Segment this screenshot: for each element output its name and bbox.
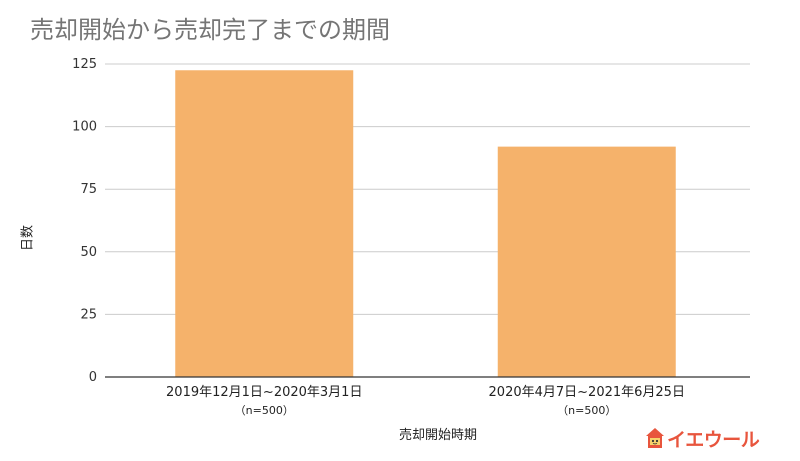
y-tick-label: 0 [89,370,97,385]
bar [497,146,676,377]
x-tick-labels: 2019年12月1日~2020年3月1日 （n=500） 2020年4月7日~202… [166,385,685,417]
bars [175,70,676,377]
x-tick-label: 2020年4月7日~2021年6月25日 [489,385,685,400]
x-tick-sample-size: （n=500） [235,404,294,417]
ieul-logo: イエウール [645,426,760,451]
logo-text: イエウール [667,428,760,451]
house-icon [646,428,664,448]
x-axis-title: 売却開始時期 [398,428,478,443]
x-tick-sample-size: （n=500） [557,404,616,417]
y-tick-label: 75 [80,182,97,197]
y-tick-labels: 0 25 50 75 100 125 [72,57,97,385]
y-axis-title: 日数 [20,224,36,252]
bar [175,70,354,377]
chart-title: 売却開始から売却完了までの期間 [30,16,390,44]
y-tick-label: 25 [80,307,97,322]
y-tick-label: 50 [80,245,97,260]
x-tick-label: 2019年12月1日~2020年3月1日 [166,385,362,400]
y-tick-label: 125 [72,57,97,72]
y-tick-label: 100 [72,120,97,135]
